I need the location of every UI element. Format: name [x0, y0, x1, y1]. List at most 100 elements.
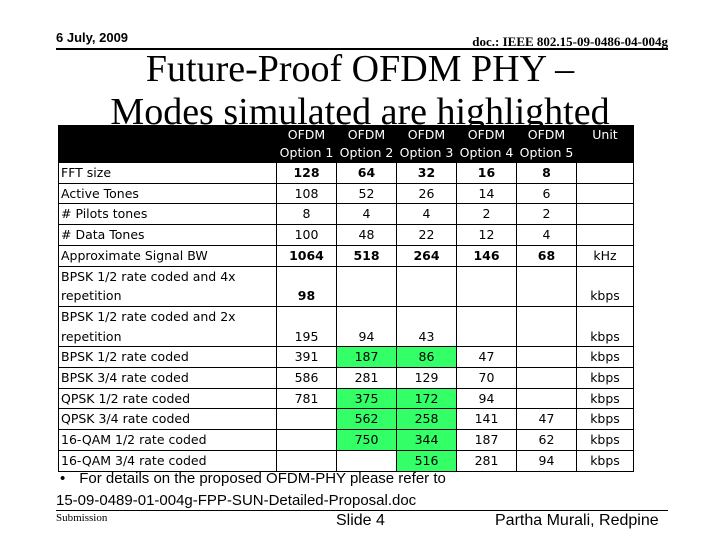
unit-cell	[576, 224, 634, 246]
value-cell: 108	[276, 182, 337, 205]
table-header-row: OFDM Option 1 OFDM Option 2 OFDM Option 3 OFDM…	[58, 125, 634, 163]
unit-cell: kbps	[576, 346, 634, 369]
table-row: Approximate Signal BW 1064 518 264 146 68 kHz	[58, 244, 634, 267]
header-doc-id: doc.: IEEE 802.15-09-0486-04-004g	[472, 34, 668, 49]
row-label-line2: repetition	[61, 328, 122, 344]
value-cell	[516, 387, 577, 410]
header-date: 6 July, 2009	[56, 30, 129, 45]
column-header-line2: Option 2	[339, 145, 394, 160]
bullet-symbol: •	[60, 470, 66, 487]
value-cell: 48	[336, 224, 397, 246]
value-cell: 47	[516, 408, 577, 431]
footer-submission: Submission	[56, 512, 108, 524]
column-header-3: OFDM Option 3	[396, 125, 457, 163]
unit-cell: kbps	[576, 449, 634, 472]
row-label: BPSK 1/2 rate coded	[58, 346, 277, 369]
row-label-line1: # Pilots tones	[61, 206, 148, 222]
row-label-line1: BPSK 3/4 rate coded	[61, 370, 189, 386]
table-row: 16-QAM 3/4 rate coded 516 281 94 kbps	[58, 449, 634, 472]
row-label-line2: repetition	[61, 288, 122, 304]
value-cell: 86	[396, 346, 457, 369]
row-label: FFT size	[58, 162, 277, 184]
row-label: BPSK 1/2 rate coded and 2x repetition	[58, 305, 277, 348]
row-label-line1: 16-QAM 3/4 rate coded	[61, 452, 207, 468]
value-cell	[276, 429, 337, 451]
row-label: QPSK 1/2 rate coded	[58, 387, 277, 410]
value-cell: 518	[336, 244, 397, 267]
details-note-line-2: 15-09-0489-01-004g-FPP-SUN-Detailed-Prop…	[56, 492, 417, 509]
column-header-4: OFDM Option 4	[456, 125, 517, 163]
footer-author: Partha Murali, Redpine	[495, 512, 659, 529]
table-row: Active Tones 108 52 26 14 6	[58, 182, 634, 205]
value-cell	[516, 346, 577, 369]
value-cell: 281	[456, 449, 517, 472]
value-cell: 264	[396, 244, 457, 267]
row-label: # Pilots tones	[58, 203, 277, 226]
column-header-line2: Option 4	[459, 145, 514, 160]
value-cell	[516, 305, 577, 348]
row-label-line1: BPSK 1/2 rate coded	[61, 349, 189, 365]
row-label-line1: 16-QAM 1/2 rate coded	[61, 432, 207, 448]
value-cell	[516, 367, 577, 389]
value-cell	[276, 408, 337, 431]
footer-slide-number: Slide 4	[336, 512, 385, 529]
value-cell: 94	[336, 305, 397, 348]
value-cell	[396, 265, 457, 307]
unit-cell: kbps	[576, 367, 634, 389]
value-cell: 22	[396, 224, 457, 246]
table-row: # Data Tones 100 48 22 12 4	[58, 224, 634, 246]
value-cell: 47	[456, 346, 517, 369]
value-cell: 141	[456, 408, 517, 431]
value-cell: 70	[456, 367, 517, 389]
value-cell: 281	[336, 367, 397, 389]
table-row: FFT size 128 64 32 16 8	[58, 162, 634, 184]
value-cell: 2	[456, 203, 517, 226]
title-line-1: Future-Proof OFDM PHY –	[145, 48, 575, 90]
value-cell: 391	[276, 346, 337, 369]
column-header-line2: Option 3	[399, 145, 454, 160]
column-header-5: OFDM Option 5	[516, 125, 577, 163]
unit-cell	[576, 162, 634, 184]
column-header-line1: OFDM	[407, 127, 446, 142]
value-cell: 187	[336, 346, 397, 369]
row-label-line1: QPSK 3/4 rate coded	[61, 411, 191, 427]
unit-cell	[576, 182, 634, 205]
unit-cell: kHz	[576, 244, 634, 267]
row-label-line1: Active Tones	[61, 185, 139, 201]
value-cell: 2	[516, 203, 577, 226]
table-row: BPSK 1/2 rate coded and 4x repetition 98 kb…	[58, 265, 634, 307]
value-cell: 6	[516, 182, 577, 205]
unit-cell: kbps	[576, 429, 634, 451]
value-cell: 128	[276, 162, 337, 184]
row-label: QPSK 3/4 rate coded	[58, 408, 277, 431]
details-note: • For details on the proposed OFDM-PHY pl…	[56, 468, 446, 512]
value-cell: 195	[276, 305, 337, 348]
footer-rule	[56, 510, 668, 511]
table-row: QPSK 3/4 rate coded 562 258 141 47 kbps	[58, 408, 634, 431]
value-cell: 375	[336, 387, 397, 410]
value-cell: 16	[456, 162, 517, 184]
column-header-line1: OFDM	[527, 127, 566, 142]
value-cell: 100	[276, 224, 337, 246]
value-cell: 52	[336, 182, 397, 205]
row-label-line1: FFT size	[61, 165, 112, 180]
column-header-1: OFDM Option 1	[276, 125, 337, 163]
value-cell: 43	[396, 305, 457, 348]
table-row: BPSK 3/4 rate coded 586 281 129 70 kbps	[58, 367, 634, 389]
table-row: # Pilots tones 8 4 4 2 2	[58, 203, 634, 226]
table-row: BPSK 1/2 rate coded and 2x repetition 195 9…	[58, 305, 634, 348]
row-label-line1: Approximate Signal BW	[61, 247, 208, 263]
value-cell: 26	[396, 182, 457, 205]
value-cell: 4	[336, 203, 397, 226]
row-label: Approximate Signal BW	[58, 244, 277, 267]
row-label: 16-QAM 3/4 rate coded	[58, 449, 277, 472]
value-cell: 98	[276, 265, 337, 307]
table-header-corner	[58, 125, 277, 163]
column-header-2: OFDM Option 2	[336, 125, 397, 163]
unit-cell: kbps	[576, 265, 634, 307]
value-cell: 187	[456, 429, 517, 451]
row-label: # Data Tones	[58, 224, 277, 246]
value-cell: 562	[336, 408, 397, 431]
table-body: FFT size 128 64 32 16 8 Active Tones 108 52 26 14 6…	[58, 162, 634, 472]
slide-title: Future-Proof OFDM PHY – Modes simulated …	[0, 48, 720, 134]
